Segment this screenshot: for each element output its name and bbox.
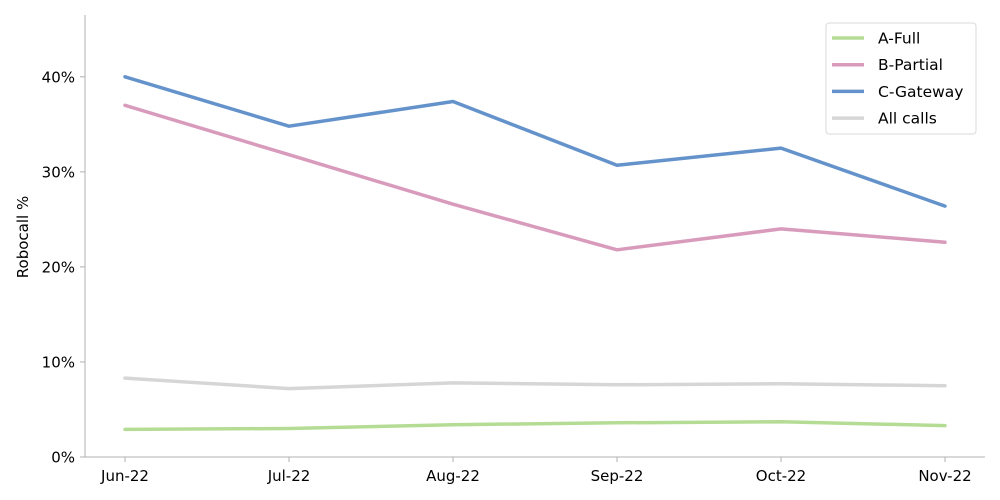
series-line-b-partial	[123, 103, 947, 252]
x-tick-label: Oct-22	[756, 467, 806, 485]
x-tick-label: Jul-22	[267, 467, 311, 485]
legend-label: A-Full	[878, 30, 920, 48]
y-axis-title: Robocall %	[14, 196, 32, 278]
x-tick-label: Jun-22	[100, 467, 149, 485]
legend-label: C-Gateway	[878, 83, 963, 101]
series-lines	[123, 75, 947, 432]
y-ticks: 0% 10% 20% 30% 40%	[42, 68, 85, 467]
x-ticks: Jun-22 Jul-22 Aug-22 Sep-22 Oct-22 Nov-22	[100, 457, 972, 485]
legend: A-Full B-Partial C-Gateway All calls	[825, 22, 977, 135]
series-line-c-gateway	[123, 75, 947, 208]
y-tick-label: 10%	[42, 353, 75, 371]
series-line-all-calls	[123, 376, 947, 391]
y-tick-label: 30%	[42, 163, 75, 181]
x-tick-label: Aug-22	[426, 467, 480, 485]
y-tick-label: 0%	[51, 449, 75, 467]
legend-label: B-Partial	[878, 56, 943, 74]
y-tick-label: 20%	[42, 258, 75, 276]
legend-box	[825, 22, 977, 135]
x-tick-label: Nov-22	[918, 467, 971, 485]
series-line-a-full	[123, 420, 947, 432]
legend-label: All calls	[878, 110, 937, 128]
y-tick-label: 40%	[42, 68, 75, 86]
legend-items: A-Full B-Partial C-Gateway All calls	[832, 30, 963, 128]
x-tick-label: Sep-22	[591, 467, 644, 485]
axes	[84, 15, 985, 458]
